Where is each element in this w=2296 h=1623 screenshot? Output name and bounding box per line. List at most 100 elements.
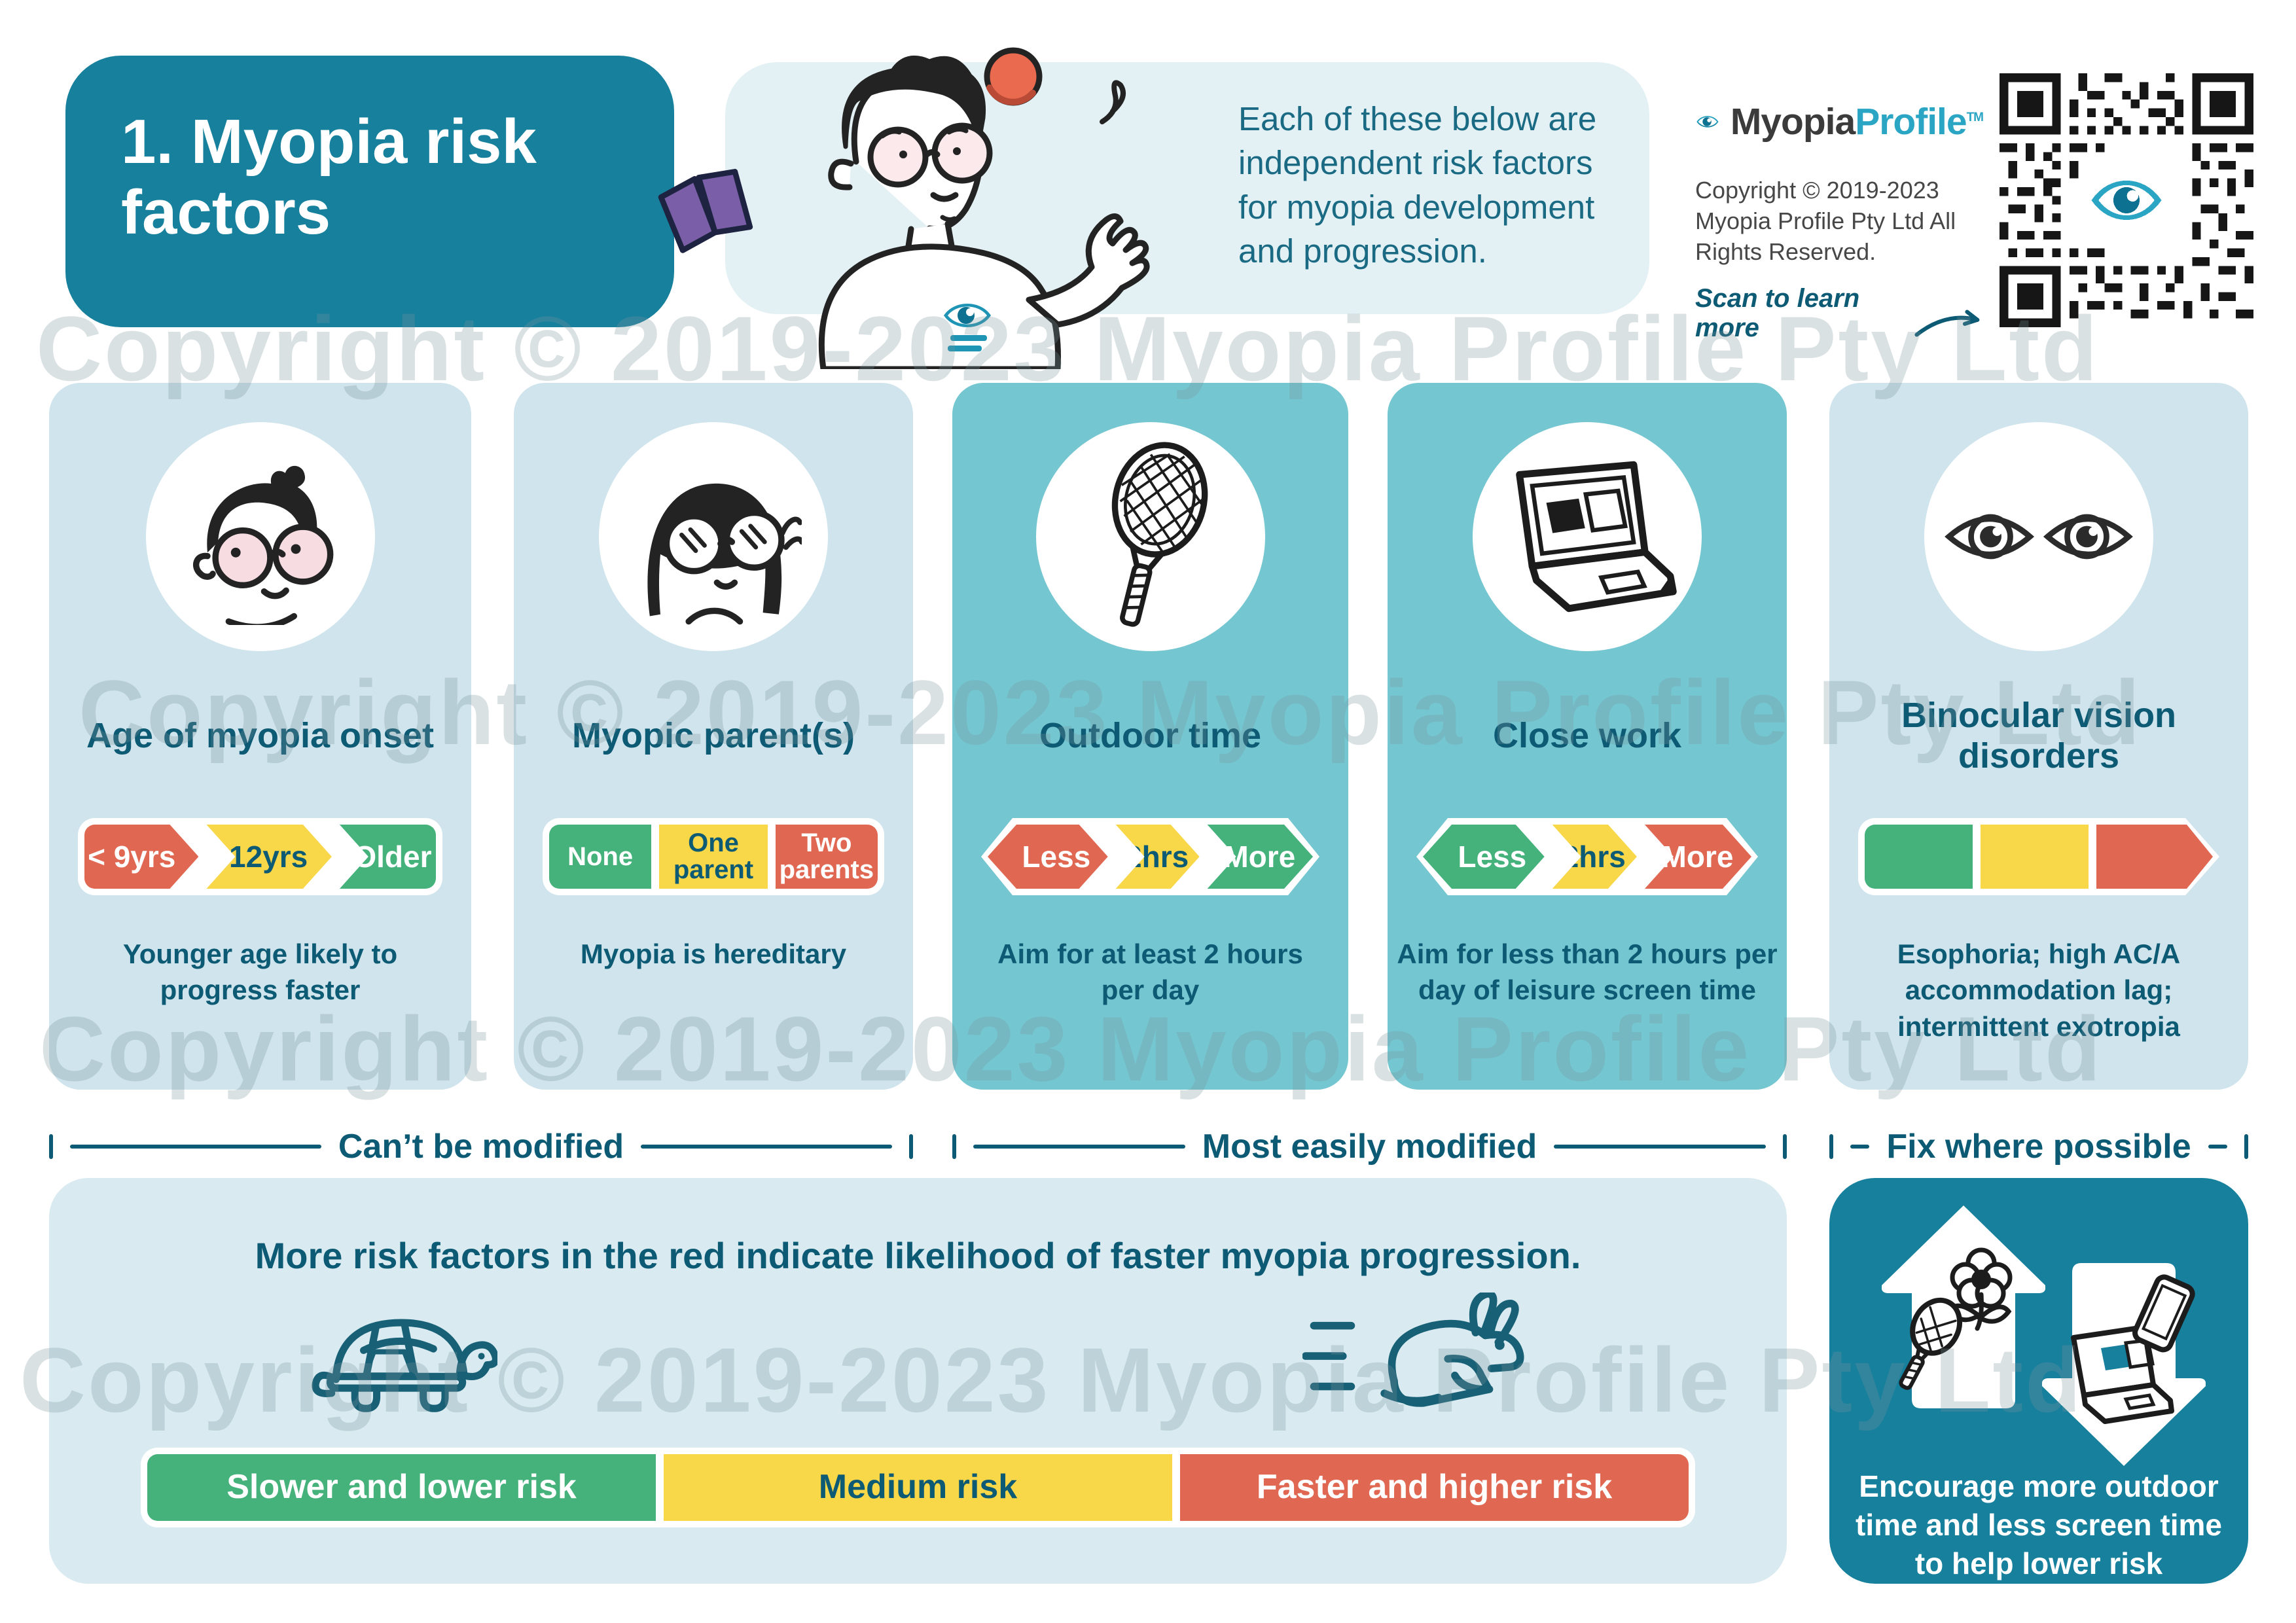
card-myopic-parents: Myopic parent(s) None One parent Two par… [514, 383, 913, 1090]
card-title: Binocular vision disorders [1901, 696, 2177, 776]
risk-segment-red: < 9yrs [84, 825, 198, 889]
risk-segment-red: Less [988, 825, 1108, 889]
group-label: Most easily modified [1202, 1128, 1537, 1166]
risk-segment-yellow: 2hrs [1108, 825, 1200, 889]
risk-segment-yellow [1981, 825, 2089, 889]
risk-scale-age: < 9yrs 12yrs Older [78, 818, 442, 895]
legend-risk-bar: Slower and lower risk Medium risk Faster… [141, 1448, 1695, 1527]
card-close-work: Close work Less 2hrs More Aim for less t… [1388, 383, 1787, 1090]
page-title: 1. Myopia risk factors [65, 56, 674, 327]
card-title: Myopic parent(s) [571, 716, 855, 756]
parent-avatar-icon [599, 422, 828, 651]
brand-block: MyopiaProfileTM Copyright © 2019-2023 My… [1695, 93, 1984, 343]
line [1850, 1145, 1870, 1149]
tick [909, 1134, 913, 1159]
segment-label: None [567, 842, 634, 871]
legend-segment-yellow: Medium risk [664, 1454, 1172, 1521]
segment-label: 12yrs [229, 839, 308, 874]
card-caption: Aim for less than 2 hours per day of lei… [1397, 938, 1778, 1006]
page-title-text: 1. Myopia risk factors [121, 107, 537, 248]
risk-scale-parents: None One parent Two parents [543, 818, 884, 895]
segment-label: 2hrs [1125, 839, 1189, 874]
tick [1829, 1134, 1833, 1159]
segment-label: < 9yrs [88, 839, 176, 874]
brand-name: MyopiaProfileTM [1730, 100, 1984, 143]
segment-label: Older [353, 839, 432, 874]
legend-panel: More risk factors in the red indicate li… [49, 1178, 1787, 1584]
segment-label: 2hrs [1562, 839, 1626, 874]
qr-code [2000, 73, 2253, 327]
legend-label: Slower and lower risk [226, 1468, 577, 1507]
mini-phone-icon [2132, 1274, 2195, 1353]
card-title: Age of myopia onset [86, 716, 435, 756]
pair-of-eyes-icon [1924, 422, 2153, 651]
group-label: Fix where possible [1886, 1128, 2191, 1166]
flower-icon [1946, 1247, 2013, 1331]
line [973, 1145, 1185, 1149]
tick [952, 1134, 956, 1159]
brand-word-profile: Profile [1855, 101, 1967, 143]
legend-segment-red: Faster and higher risk [1180, 1454, 1689, 1521]
book-icon [658, 169, 753, 253]
group-most-easily-modified: Most easily modified [952, 1127, 1787, 1166]
advice-card: Encourage more outdoor time and less scr… [1829, 1178, 2248, 1584]
segment-label: More [1661, 839, 1734, 874]
segment-label: One parent [673, 829, 754, 884]
card-outdoor-time: Outdoor time Less 2hrs More Aim for at l… [952, 383, 1348, 1090]
risk-segment-red [2096, 825, 2213, 889]
group-label: Can’t be modified [338, 1128, 624, 1166]
screen-down-arrow-icon [2042, 1263, 2206, 1466]
curved-arrow-icon [1914, 310, 1980, 337]
risk-segment-yellow: One parent [659, 825, 768, 889]
segment-label: Two parents [779, 829, 874, 884]
legend-label: Faster and higher risk [1256, 1468, 1613, 1507]
segment-label: More [1223, 839, 1296, 874]
myopia-profile-eye-logo-icon [1696, 116, 1719, 128]
advice-text: Encourage more outdoor time and less scr… [1856, 1469, 2222, 1580]
risk-segment-yellow: 12yrs [198, 825, 331, 889]
laptop-icon [1473, 422, 1702, 651]
legend-segment-green: Slower and lower risk [147, 1454, 656, 1521]
risk-segment-red: Two parents [775, 825, 878, 889]
risk-segment-green: None [549, 825, 652, 889]
card-title: Outdoor time [1039, 716, 1261, 756]
outdoor-up-arrow-icon [1882, 1205, 2045, 1408]
line [1554, 1145, 1767, 1149]
legend-title: More risk factors in the red indicate li… [255, 1235, 1581, 1276]
scan-cta-text: Scan to learn more [1695, 284, 1860, 343]
group-fix-where-possible: Fix where possible [1829, 1127, 2249, 1166]
risk-scale-closework: Less 2hrs More [1416, 818, 1758, 895]
intro-text: Each of these below are independent risk… [1238, 100, 1597, 270]
presenter-character-illustration [818, 47, 1150, 369]
tick [49, 1134, 53, 1159]
card-caption: Aim for at least 2 hours per day [997, 938, 1303, 1006]
risk-segment-green: More [1200, 825, 1313, 889]
qr-center-eye-logo-icon [2083, 165, 2170, 236]
risk-segment-green [1865, 825, 1973, 889]
group-cant-be-modified: Can’t be modified [49, 1127, 913, 1166]
risk-scale-binocular [1858, 818, 2219, 895]
mini-racket-icon [1899, 1297, 1963, 1390]
card-caption: Younger age likely to progress faster [122, 938, 398, 1006]
risk-segment-green: Less [1423, 825, 1545, 889]
tick [1783, 1134, 1787, 1159]
risk-segment-yellow: 2hrs [1545, 825, 1637, 889]
trademark-symbol: TM [1966, 111, 1984, 124]
rabbit-icon [1302, 1293, 1524, 1407]
segment-label: Less [1022, 839, 1091, 874]
copyright-text: Copyright © 2019-2023 Myopia Profile Pty… [1695, 177, 1956, 265]
card-caption: Myopia is hereditary [580, 938, 847, 969]
line [70, 1145, 321, 1149]
risk-scale-outdoor: Less 2hrs More [981, 818, 1319, 895]
risk-segment-green: Older [339, 825, 436, 889]
tick [2244, 1134, 2249, 1159]
card-binocular-vision-disorders: Binocular vision disorders Esophoria; hi… [1829, 383, 2248, 1090]
line [641, 1145, 892, 1149]
brand-word-myopia: Myopia [1730, 101, 1856, 143]
legend-label: Medium risk [818, 1468, 1018, 1507]
risk-segment-red: More [1637, 825, 1751, 889]
child-avatar-icon [145, 422, 375, 651]
segment-label: Less [1458, 839, 1527, 874]
card-title: Close work [1492, 716, 1682, 756]
